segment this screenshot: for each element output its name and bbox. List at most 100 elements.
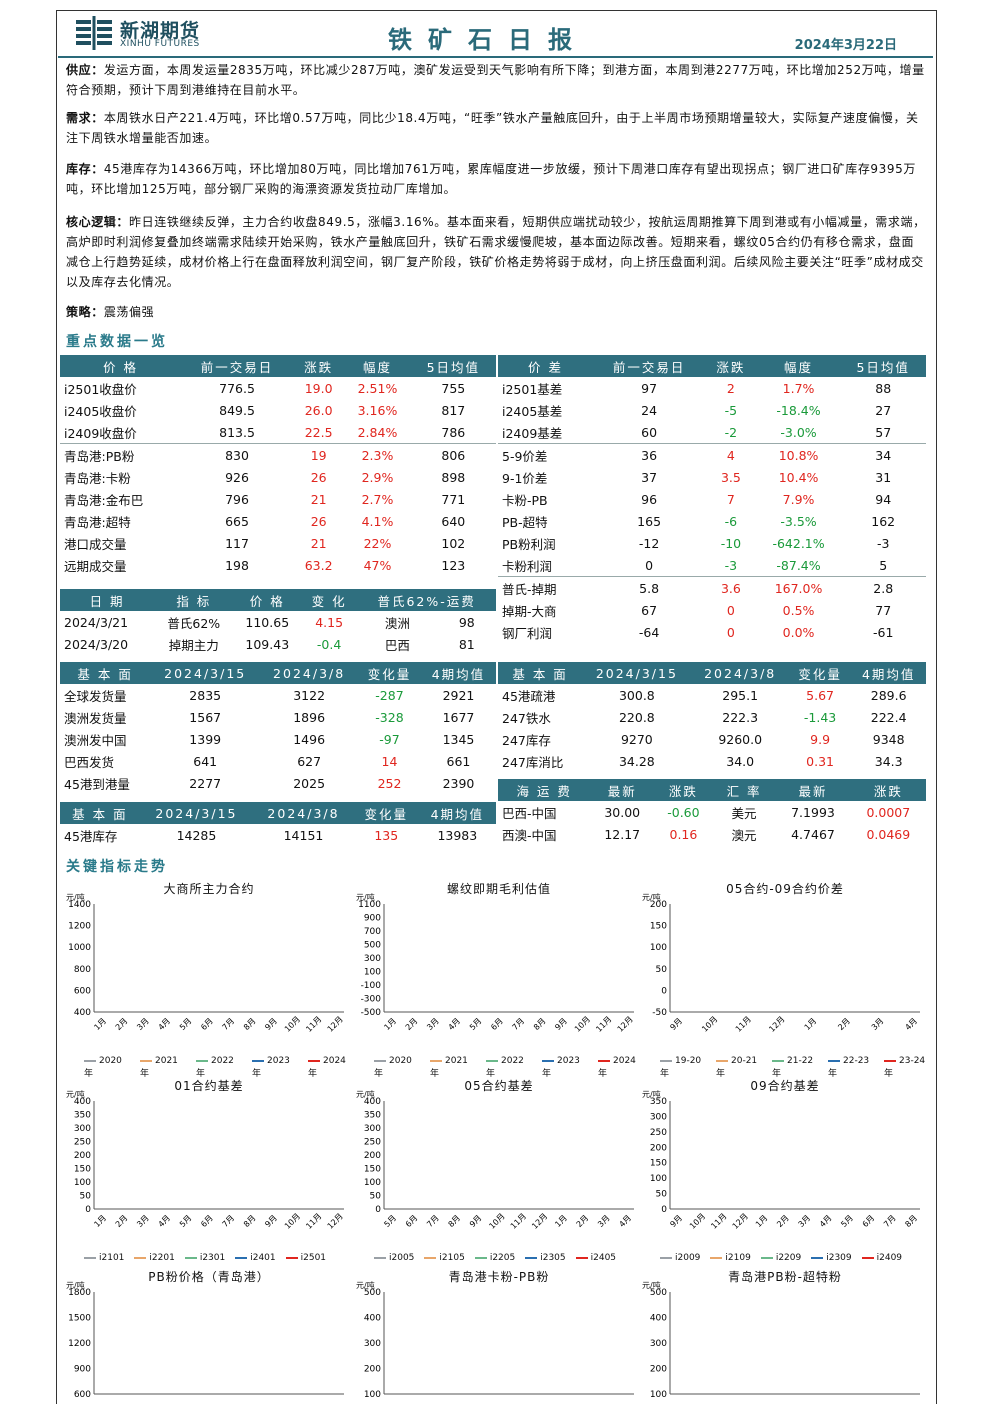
- header-divider: [58, 56, 933, 58]
- y-tick-label: -500: [361, 1008, 382, 1018]
- table-row: 5-9价差 36 4 10.8% 34: [498, 443, 926, 467]
- price-table: 价 格前一交易日 涨跌 幅度 5日均值 i2501收盘价 776.5 19.0 2.51% 75…: [60, 355, 496, 576]
- x-tick-label: 9月: [553, 1016, 569, 1032]
- table-cell: -3: [724, 557, 738, 573]
- table-header-cell: 价 格: [60, 355, 182, 377]
- table-cell: 0: [645, 557, 654, 573]
- x-tick-label: 2月: [575, 1213, 591, 1229]
- table-header-cell: 4期均值: [851, 662, 926, 684]
- chart-unit: 元/吨: [66, 893, 85, 902]
- y-tick-label: 50: [370, 1192, 382, 1202]
- table-row: 卡粉利润 0 -3 -87.4% 5: [498, 554, 926, 577]
- legend-swatch: [196, 1059, 208, 1062]
- demand-text: 本周铁水日产221.4万吨，环比增0.57万吨，同比少18.4万吨，“旺季”铁水…: [66, 111, 919, 145]
- table-cell: 36: [641, 447, 658, 463]
- table-row: 45港疏港 300.8 295.1 5.67 289.6: [498, 684, 926, 706]
- report-date: 2024年3月22日: [794, 38, 897, 53]
- legend-label: i2209: [775, 1253, 802, 1263]
- table-row: 港口成交量 117 21 22% 102: [60, 532, 496, 554]
- x-tick-label: 8月: [242, 1016, 258, 1032]
- table-cell: 661: [446, 753, 471, 769]
- x-tick-label: 11月: [304, 1212, 323, 1231]
- table-cell: 14285: [176, 827, 217, 843]
- spread-table: 价 差前一交易日 涨跌 幅度 5日均值 i2501基差 97 2 1.7% 88 i2405基差 2…: [498, 355, 926, 643]
- table-cell: -97: [379, 731, 400, 747]
- y-tick-label: 0: [375, 1205, 381, 1215]
- x-tick-label: 7月: [425, 1213, 441, 1229]
- chart-2: 螺纹即期毛利估值 元/吨 1100 900 700 500 300 100 -100 -300 -5…: [354, 880, 644, 1079]
- table-cell: 5-9价差: [502, 448, 548, 464]
- table-cell: 2921: [442, 687, 475, 703]
- table-cell: 67: [641, 602, 658, 618]
- table-cell: 巴西发货: [64, 754, 115, 770]
- y-tick-label: 200: [650, 900, 667, 910]
- logo-en: XINHU FUTURES: [120, 39, 200, 49]
- chart-plot: 400 350 300 250 200 150 100 50 01月 2月 3月 4月 5月 6月 7月 8月…: [74, 1097, 345, 1231]
- legend-label: 2024年: [598, 1056, 636, 1079]
- x-tick-label: 12月: [616, 1015, 635, 1034]
- table-cell: -3.0%: [780, 424, 817, 440]
- table-cell: 青岛港:超特: [64, 514, 131, 530]
- x-tick-label: 9月: [263, 1016, 279, 1032]
- legend-swatch: [424, 1256, 437, 1259]
- table-header-row: 基 本 面 2024/3/15 2024/3/8 变化量 4期均值: [60, 662, 496, 684]
- x-tick-label: 11月: [734, 1015, 753, 1034]
- x-tick-label: 6月: [861, 1213, 877, 1229]
- table-row: 2024/3/20 掉期主力 109.43 -0.4 巴西 81: [60, 633, 496, 655]
- logo-cn: 新湖期货: [120, 20, 201, 42]
- y-tick-label: 50: [656, 1190, 668, 1200]
- y-tick-label: 100: [364, 1178, 381, 1188]
- table-cell: 63.2: [304, 557, 333, 573]
- legend-label: 22-23年: [828, 1056, 870, 1079]
- chart-unit: 元/吨: [642, 1090, 661, 1099]
- table-row: 2024/3/21 普氏62% 110.65 4.15 澳洲 98: [60, 611, 496, 633]
- table-cell: -3.5%: [780, 513, 817, 529]
- chart-unit: 元/吨: [356, 1281, 375, 1290]
- section-key-data: 重点数据一览: [66, 334, 168, 350]
- table-row: 钢厂利润 -64 0 0.0% -61: [498, 621, 926, 643]
- y-tick-label: 300: [650, 1339, 667, 1349]
- x-tick-label: 10月: [700, 1015, 719, 1034]
- x-tick-label: 2月: [114, 1016, 130, 1032]
- table-header-cell: 基 本 面: [60, 662, 151, 684]
- chart-8: 青岛港卡粉-PB粉 元/吨 500 400 300 200 100: [354, 1268, 644, 1403]
- table-cell: 卡粉利润: [502, 558, 553, 574]
- table-cell: 2024/3/21: [64, 614, 129, 630]
- x-tick-label: 4月: [818, 1213, 834, 1229]
- table-header-row: 日 期指 标价 格变 化普氏62%-运费: [60, 589, 496, 611]
- y-tick-label: 400: [650, 1314, 667, 1324]
- supply-label: 供应：: [66, 63, 104, 77]
- table-cell: 97: [641, 380, 658, 396]
- chart-legend: i2101 i2201 i2301 i2401 i2501: [84, 1253, 354, 1263]
- table-cell: 14151: [283, 827, 324, 843]
- y-tick-label: 300: [364, 1124, 381, 1134]
- table-row: 澳洲发货量 1567 1896 -328 1677: [60, 706, 496, 728]
- table-cell: i2405收盘价: [64, 403, 137, 419]
- table-cell: 2: [726, 380, 735, 396]
- table-cell: 2.84%: [357, 424, 398, 440]
- y-tick-label: -100: [361, 981, 382, 991]
- table-cell: 96: [641, 491, 658, 507]
- x-tick-label: 10月: [487, 1212, 506, 1231]
- table-header-row: 价 差前一交易日 涨跌 幅度 5日均值: [498, 355, 926, 377]
- y-tick-label: 700: [364, 927, 381, 937]
- table-cell: 西澳-中国: [502, 827, 557, 843]
- y-tick-label: 1400: [68, 900, 91, 910]
- chart-legend: 2020年 2021年 2022年 2023年 2024年: [84, 1056, 354, 1079]
- legend-swatch: [660, 1256, 672, 1259]
- report-header: 新湖期货 XINHU FUTURES 铁矿石日报 2024年3月22日: [58, 14, 933, 56]
- chart-legend: 2020年 2021年 2022年 2023年 2024年: [374, 1056, 644, 1079]
- table-cell: -1.43: [803, 709, 837, 725]
- table-header-cell: 指 标: [154, 589, 234, 611]
- legend-label: i2201: [149, 1253, 175, 1263]
- legend-item: 2022年: [196, 1056, 242, 1079]
- chart-5: 05合约基差 元/吨 400 350 300 250 200 150 100 50 0 5月 6月 7月 8…: [354, 1077, 644, 1267]
- chart-unit: 元/吨: [642, 1281, 661, 1290]
- table-cell: 青岛港:金布巴: [64, 492, 144, 508]
- chart-7: PB粉价格（青岛港） 元/吨 1800 1500 1200 900 600: [64, 1268, 354, 1403]
- legend-swatch: [134, 1256, 147, 1259]
- legend-label: i2405: [590, 1253, 617, 1263]
- table-header-cell: 2024/3/8: [260, 662, 359, 684]
- legend-label: i2009: [675, 1253, 701, 1263]
